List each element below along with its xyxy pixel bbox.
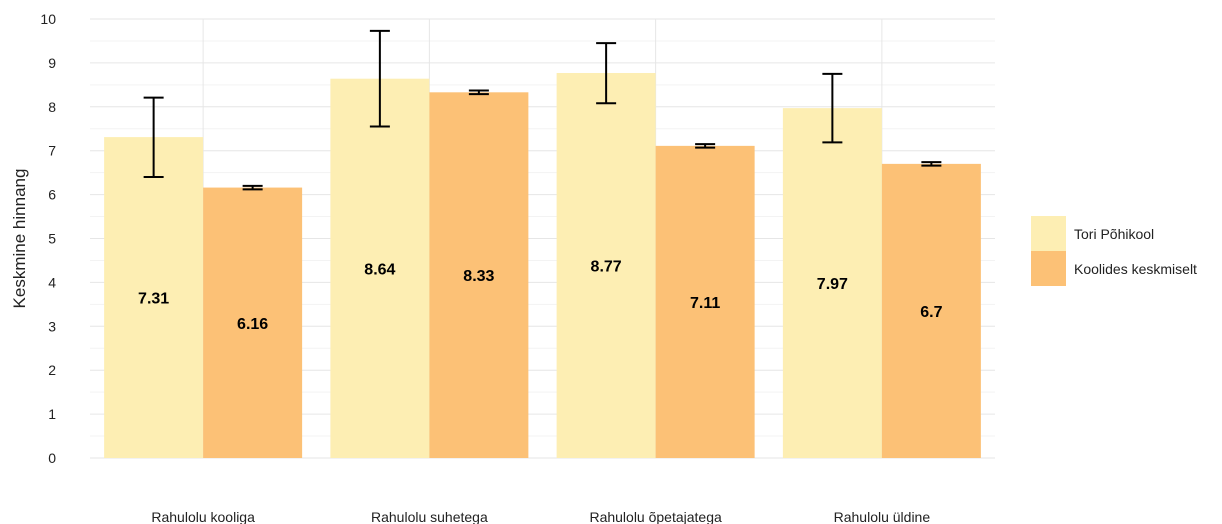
bar-marks (104, 72, 981, 459)
data-label: 7.11 (690, 295, 720, 312)
legend: Tori Põhikool Koolides keskmiselt (1031, 216, 1197, 286)
y-tick-label: 1 (48, 406, 56, 422)
y-tick-label: 4 (48, 274, 56, 290)
y-axis-title: Keskmine hinnang (10, 169, 29, 309)
legend-swatch (1031, 251, 1066, 286)
y-tick-label: 2 (48, 362, 56, 378)
bar (104, 137, 204, 458)
y-tick-label: 3 (48, 318, 56, 334)
x-axis-category-labels: Rahulolu kooliga Rahulolu suhetega Rahulol… (151, 509, 930, 524)
data-label: 6.16 (237, 316, 268, 333)
data-label: 8.77 (591, 258, 622, 275)
data-label: 7.97 (817, 276, 848, 293)
y-tick-label: 10 (40, 11, 56, 27)
legend-label: Koolides keskmiselt (1074, 261, 1197, 277)
bar (330, 78, 430, 458)
y-tick-label: 9 (48, 55, 56, 71)
bar (556, 72, 656, 458)
data-label: 8.33 (463, 268, 494, 285)
bar (782, 108, 882, 458)
data-label: 7.31 (138, 291, 169, 308)
data-label: 6.7 (920, 304, 942, 321)
error-bars (143, 29, 942, 191)
x-category-label: Rahulolu üldine (834, 509, 931, 524)
y-tick-label: 8 (48, 99, 56, 115)
x-category-label: Rahulolu suhetega (371, 509, 488, 524)
bar (429, 92, 529, 459)
bar (655, 145, 755, 458)
y-tick-label: 5 (48, 231, 56, 247)
x-category-label: Rahulolu õpetajatega (589, 509, 722, 524)
data-labels: 7.31 6.16 8.64 8.33 8.77 7.11 7.97 6.7 (138, 258, 943, 332)
bar (203, 187, 303, 459)
x-category-label: Rahulolu kooliga (151, 509, 255, 524)
y-axis-ticks: 0 1 2 3 4 5 6 7 8 9 10 (40, 11, 56, 466)
legend-label: Tori Põhikool (1074, 226, 1154, 242)
data-label: 8.64 (364, 261, 395, 278)
y-tick-label: 6 (48, 187, 56, 203)
y-tick-label: 0 (48, 450, 56, 466)
y-tick-label: 7 (48, 143, 56, 159)
legend-swatch (1031, 216, 1066, 251)
bar (881, 163, 981, 458)
